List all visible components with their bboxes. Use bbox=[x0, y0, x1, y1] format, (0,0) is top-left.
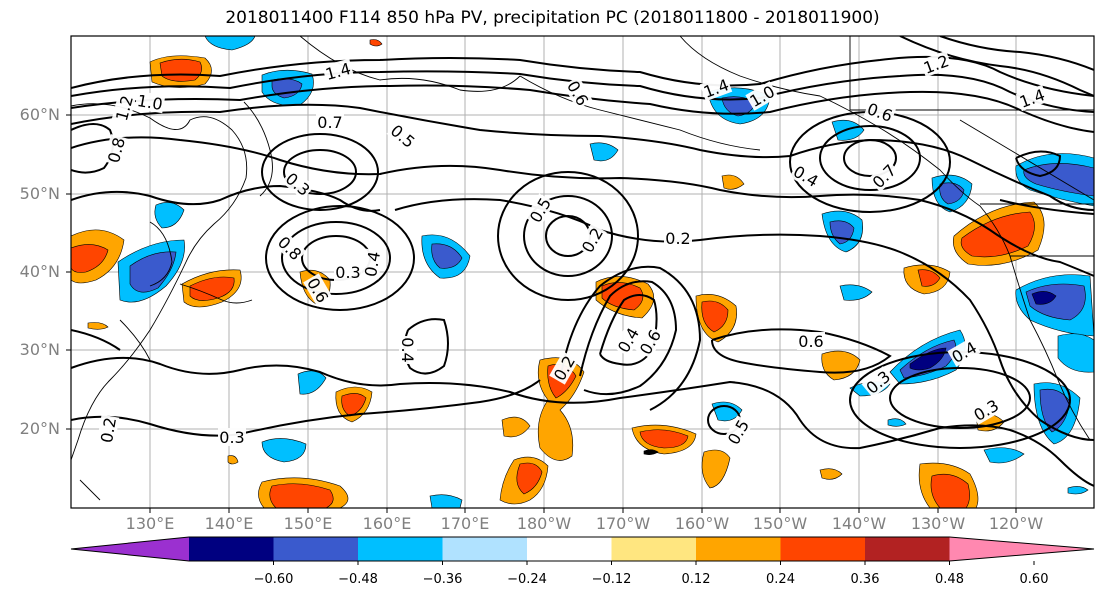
contour-label-background bbox=[745, 81, 779, 111]
latitude-label: 50°N bbox=[19, 184, 60, 203]
contour-label-background bbox=[867, 159, 901, 193]
colorbar-tick-label: 0.36 bbox=[850, 572, 880, 587]
contour-label-background bbox=[789, 161, 823, 191]
longitude-label: 170°W bbox=[595, 514, 651, 533]
colorbar-segment bbox=[527, 537, 612, 561]
contour-label-background bbox=[563, 76, 593, 110]
longitude-label: 140°E bbox=[204, 514, 254, 533]
contour-label-text: 0.4 bbox=[361, 250, 384, 278]
longitude-label: 120°W bbox=[988, 514, 1044, 533]
contour-label: 0.3 bbox=[334, 263, 362, 282]
colorbar-tick-label: −0.24 bbox=[507, 572, 547, 587]
colorbar-segment bbox=[442, 537, 528, 561]
latitude-label: 30°N bbox=[19, 340, 60, 359]
colorbar bbox=[70, 536, 1095, 565]
contour-label-background bbox=[723, 415, 753, 449]
colorbar-tick-label: 0.24 bbox=[766, 572, 795, 587]
contour-label-background bbox=[613, 323, 643, 357]
contour-label: 0.8 bbox=[103, 134, 129, 166]
contour-label-background bbox=[797, 332, 825, 350]
contour-label-text: 0.2 bbox=[665, 229, 690, 248]
contour-label-text: 0.2 bbox=[97, 416, 120, 444]
colorbar-extend-high bbox=[949, 537, 1094, 561]
contour-label-background bbox=[861, 366, 895, 398]
contour-label-background bbox=[549, 351, 579, 385]
contour-label-background bbox=[399, 336, 417, 364]
axis-ticks bbox=[66, 114, 1017, 513]
contour-label-background bbox=[577, 223, 607, 257]
contour-label-text: 1.0 bbox=[136, 91, 164, 114]
contour-label-text: 0.6 bbox=[798, 332, 823, 351]
colorbar-segment bbox=[358, 537, 443, 561]
longitude-label: 130°E bbox=[125, 514, 175, 533]
longitude-label: 160°E bbox=[362, 514, 412, 533]
contour-label-background bbox=[360, 248, 384, 280]
contour-label-background bbox=[218, 428, 246, 446]
contour-label-background bbox=[386, 120, 420, 152]
colorbar-tick-label: −0.48 bbox=[338, 572, 378, 587]
contour-label-background bbox=[919, 50, 953, 78]
contour-label-background bbox=[699, 74, 733, 102]
latitude-label: 20°N bbox=[19, 419, 60, 438]
colorbar-extend-low bbox=[71, 537, 189, 561]
contour-label: 0.2 bbox=[96, 414, 120, 446]
contour-label-background bbox=[96, 414, 120, 446]
colorbar-segment bbox=[696, 537, 781, 561]
contour-label: 1.0 bbox=[134, 90, 166, 114]
colorbar-tick-label: −0.60 bbox=[253, 572, 294, 587]
colorbar-segment bbox=[189, 537, 274, 561]
contour-label: 0.4 bbox=[398, 336, 417, 364]
contour-label-background bbox=[635, 325, 665, 359]
contour-label-background bbox=[1015, 84, 1049, 112]
contour-label-background bbox=[322, 58, 354, 84]
colorbar-segment bbox=[865, 537, 950, 561]
contour-label: 0.4 bbox=[360, 248, 384, 280]
colorbar-segment bbox=[611, 537, 697, 561]
latitude-label: 40°N bbox=[19, 262, 60, 281]
contour-label-background bbox=[111, 92, 137, 124]
contour-label-background bbox=[947, 337, 981, 367]
longitude-label: 130°W bbox=[910, 514, 966, 533]
contour-label: 0.2 bbox=[664, 229, 692, 248]
contour-label-background bbox=[134, 90, 166, 114]
contour-label-background bbox=[863, 98, 897, 126]
colorbar-tick-label: −0.36 bbox=[422, 572, 463, 587]
contour-label: 0.6 bbox=[797, 332, 825, 351]
contour-label-background bbox=[664, 229, 692, 247]
map-title: 2018011400 F114 850 hPa PV, precipitatio… bbox=[225, 8, 880, 28]
contour-label-text: 0.3 bbox=[335, 263, 360, 282]
longitude-label: 170°E bbox=[440, 514, 490, 533]
longitude-label: 180°W bbox=[516, 514, 572, 533]
contour-labels: 1.41.00.70.81.20.30.50.60.80.60.40.50.2 0… bbox=[96, 50, 1049, 449]
contour-label-background bbox=[316, 113, 344, 131]
colorbar-outline bbox=[70, 536, 1095, 562]
contour-label-text: 0.3 bbox=[219, 428, 244, 447]
colorbar-tick-label: −0.12 bbox=[591, 572, 632, 587]
longitude-label: 150°W bbox=[752, 514, 808, 533]
contour-label-text: 0.4 bbox=[398, 337, 417, 362]
contour-label-text: 0.7 bbox=[317, 113, 342, 132]
contour-label: 0.3 bbox=[218, 428, 246, 447]
longitude-label: 160°W bbox=[674, 514, 730, 533]
colorbar-tick-label: 0.48 bbox=[935, 572, 964, 587]
contour-label-background bbox=[525, 193, 555, 227]
contour-label-background bbox=[334, 263, 362, 281]
longitude-label: 140°W bbox=[831, 514, 887, 533]
contour-label-background bbox=[103, 134, 129, 166]
colorbar-tick-label: 0.12 bbox=[681, 572, 711, 587]
contour-label: 0.7 bbox=[316, 113, 344, 132]
contour-label-background bbox=[303, 273, 333, 307]
contour-label-background bbox=[273, 231, 307, 265]
colorbar-tick-label: 0.60 bbox=[1019, 572, 1049, 587]
contour-label-background bbox=[281, 168, 315, 200]
longitude-label: 150°E bbox=[283, 514, 333, 533]
colorbar-segment bbox=[780, 537, 866, 561]
latitude-label: 60°N bbox=[19, 105, 60, 124]
contour-label-background bbox=[969, 395, 1003, 425]
colorbar-segment bbox=[273, 537, 359, 561]
